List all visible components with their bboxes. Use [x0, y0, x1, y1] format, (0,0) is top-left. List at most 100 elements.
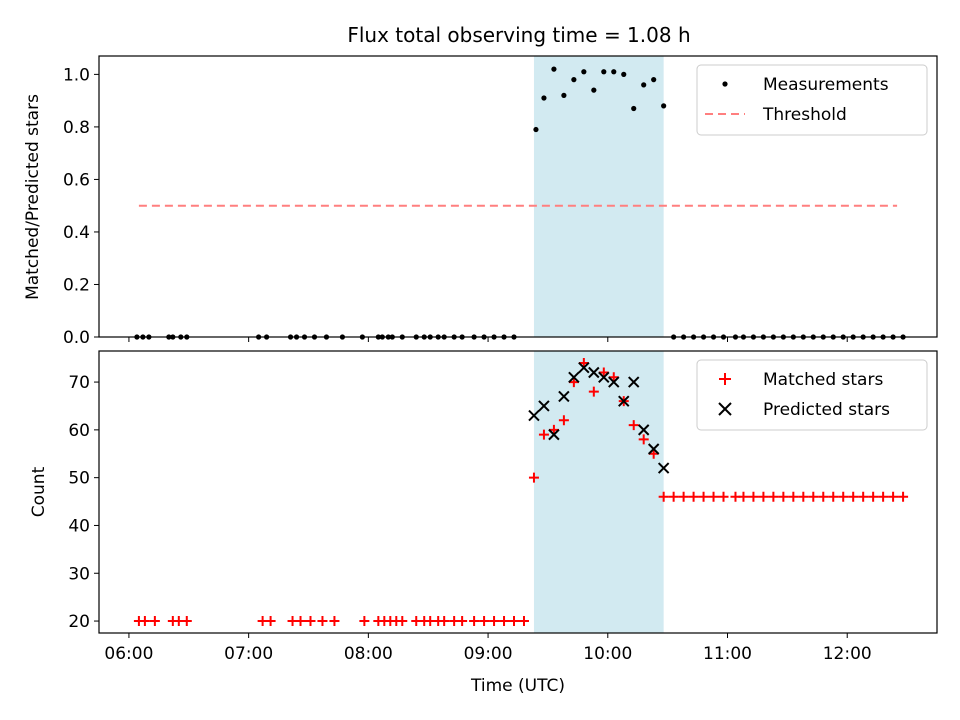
predicted-star-point	[538, 400, 550, 412]
matched-star-point	[738, 491, 749, 502]
chart-title: Flux total observing time = 1.08 h	[347, 23, 690, 47]
top-highlight-span	[533, 56, 664, 337]
matched-star-point	[588, 386, 599, 397]
measurement-point	[651, 77, 657, 83]
bottom-x-tick-label: 08:00	[344, 644, 393, 664]
bottom-y-tick-label: 30	[68, 564, 90, 584]
predicted-star-point	[558, 390, 570, 403]
bottom-highlight-span	[533, 351, 664, 633]
matched-star-point	[858, 491, 869, 502]
measurement-point	[661, 103, 667, 109]
matched-star-point	[768, 491, 779, 502]
top-legend-label: Measurements	[763, 75, 889, 95]
top-legend-box	[696, 64, 928, 136]
predicted-star-point	[528, 409, 540, 422]
legend-matched-marker	[719, 373, 731, 385]
bottom-panel: 20 30 40 50 60 70 06:00 07:00 08:00 09:00 10:00 11…	[29, 350, 938, 696]
matched-star-point	[878, 491, 889, 502]
matched-star-point	[828, 491, 839, 502]
matched-star-point	[359, 616, 370, 627]
matched-star-point	[317, 616, 328, 627]
matched-star-point	[898, 491, 909, 502]
matched-star-point	[457, 616, 468, 627]
matched-star-point	[139, 616, 150, 627]
predicted-star-point	[578, 362, 590, 374]
measurement-point	[581, 69, 587, 75]
bottom-legend-box	[696, 359, 928, 431]
matched-star-point	[778, 491, 789, 502]
top-y-tick-label: 0.0	[63, 328, 90, 348]
measurement-point	[551, 66, 557, 72]
measurement-point	[601, 69, 607, 75]
matched-star-point	[668, 491, 679, 502]
predicted-star-point	[628, 376, 640, 388]
top-y-axis-label: Matched/Predicted stars	[23, 94, 43, 300]
matched-star-point	[538, 429, 549, 440]
matched-star-point	[397, 616, 408, 627]
matched-star-point	[868, 491, 879, 502]
bottom-legend: Matched stars Predicted stars	[696, 359, 928, 431]
matched-star-point	[798, 491, 809, 502]
matched-star-point	[678, 491, 689, 502]
matched-star-point	[295, 616, 306, 627]
measurement-point	[533, 126, 539, 133]
top-y-tick-label: 0.4	[63, 223, 90, 243]
matched-star-point	[718, 491, 729, 502]
matched-star-point	[608, 372, 619, 383]
bottom-x-tick-label: 07:00	[224, 644, 273, 664]
bottom-x-tick-label: 06:00	[104, 644, 153, 664]
x-axis-label: Time (UTC)	[470, 676, 565, 696]
legend-predicted-marker	[718, 402, 732, 416]
matched-star-point	[265, 616, 276, 627]
matched-star-point	[181, 616, 192, 627]
bottom-y-tick-label: 50	[68, 469, 90, 489]
matched-star-point	[329, 616, 340, 627]
matched-star-point	[568, 377, 579, 388]
bottom-y-tick-label: 60	[68, 421, 90, 441]
bottom-y-tick-label: 40	[68, 516, 90, 536]
predicted-star-point	[647, 443, 660, 455]
legend-measurement-marker	[722, 81, 728, 87]
matched-star-point	[499, 616, 510, 627]
bottom-axes-frame	[98, 350, 938, 634]
bottom-x-tick-label: 12:00	[823, 644, 872, 664]
top-y-tick-label: 0.8	[63, 118, 90, 138]
matched-star-point	[518, 616, 529, 627]
bottom-x-tick-label: 09:00	[464, 644, 513, 664]
matched-star-point	[758, 491, 769, 502]
bottom-legend-label: Matched stars	[763, 370, 883, 390]
matched-star-point	[598, 367, 609, 378]
matched-star-point	[658, 491, 669, 502]
predicted-star-point	[608, 376, 620, 388]
measurement-point	[561, 92, 567, 98]
matched-star-point	[149, 616, 160, 627]
top-legend: Measurements Threshold	[696, 64, 928, 136]
matched-star-point	[528, 472, 539, 483]
matched-star-point	[648, 448, 659, 459]
measurement-point	[641, 82, 647, 88]
matched-star-point	[808, 491, 819, 502]
top-y-tick-label: 0.2	[63, 275, 90, 295]
top-legend-label: Threshold	[762, 105, 847, 125]
measurement-point	[631, 105, 637, 112]
predicted-star-point	[657, 462, 670, 474]
matched-star-point	[688, 491, 699, 502]
matched-star-point	[439, 616, 450, 627]
measurement-point	[611, 69, 617, 75]
top-panel: 0.0 0.2 0.4 0.6 0.8 1.0 Matched/Predicted sta…	[23, 55, 938, 348]
top-y-tick-label: 0.6	[63, 170, 90, 190]
measurement-point	[591, 87, 597, 93]
matched-star-point	[509, 616, 520, 627]
matched-star-point	[628, 420, 639, 431]
bottom-y-tick-label: 20	[68, 612, 90, 632]
top-axes-frame	[98, 55, 938, 338]
matched-star-point	[838, 491, 849, 502]
matched-star-point	[888, 491, 899, 502]
predicted-star-point	[598, 371, 610, 383]
bottom-x-tick-label: 11:00	[703, 644, 752, 664]
matched-star-point	[489, 616, 500, 627]
bottom-y-axis-label: Count	[29, 466, 49, 517]
bottom-y-tick-label: 70	[68, 373, 90, 393]
matched-star-point	[788, 491, 799, 502]
